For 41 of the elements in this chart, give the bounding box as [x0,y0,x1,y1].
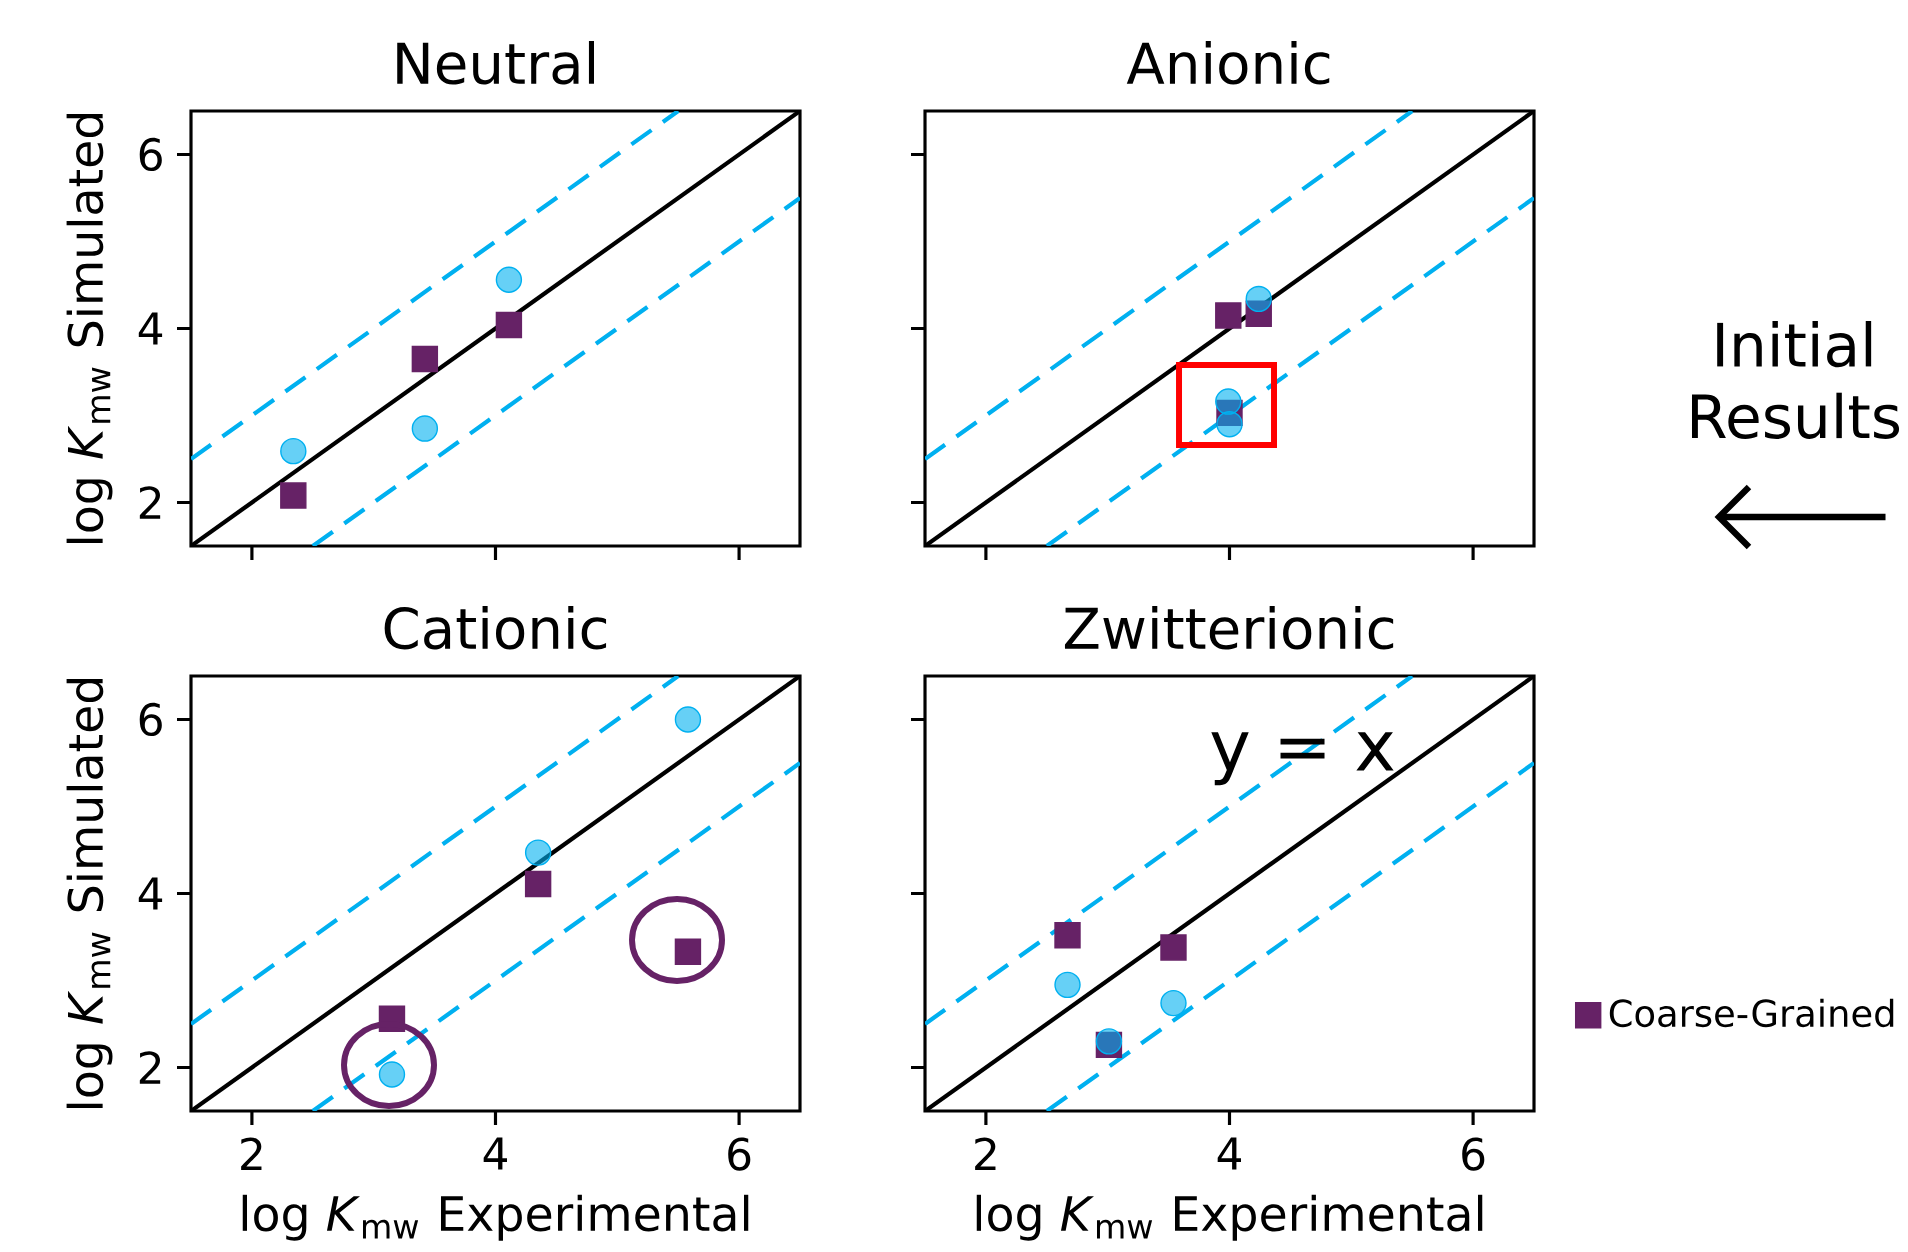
point [1216,410,1243,438]
point [280,437,307,465]
x-tick-label: 6 [728,1137,751,1171]
chart-title: Zwitterionic [1064,606,1394,650]
point [1245,300,1272,327]
x-tick-label: 6 [1462,1137,1485,1171]
point [524,870,552,898]
point [495,311,523,339]
y-tick-label: 6 [139,702,162,737]
point [1160,989,1187,1017]
point [1245,285,1272,313]
chart-title: Cationic [384,606,607,650]
point [1215,302,1242,329]
y-tick-label: 6 [139,137,162,172]
y-tick-label: 4 [138,877,163,910]
y-axis-title: log K$_{mw}$ Simulated [66,113,113,543]
y-tick-label: 2 [139,486,161,519]
x-tick-label: 4 [483,1137,507,1170]
chart-title: Neutral [397,41,595,85]
x-axis-title: log K$_{mw}$ Experimental [976,1194,1483,1241]
point [1215,388,1242,415]
x-tick-label: 4 [1217,1137,1241,1170]
legend-label: Coarse-Grained [1609,998,1894,1028]
point [1054,922,1081,949]
y-tick-label: 4 [138,312,163,345]
x-axis-title: log K$_{mw}$ Experimental [242,1194,749,1241]
point [280,482,307,509]
point [524,839,552,866]
point [1160,934,1187,961]
text: Initial Results [1691,321,1900,439]
point [1054,971,1081,999]
chart-title: Anionic [1126,41,1330,85]
point [495,266,523,293]
point [411,415,439,442]
point [411,345,439,373]
y-tick-label: 2 [139,1051,161,1084]
point [1216,399,1243,427]
point [674,706,702,733]
y-axis-title: log K$_{mw}$ Simulated [66,678,113,1108]
x-tick-label: 2 [241,1137,262,1171]
x-tick-label: 2 [975,1137,996,1171]
